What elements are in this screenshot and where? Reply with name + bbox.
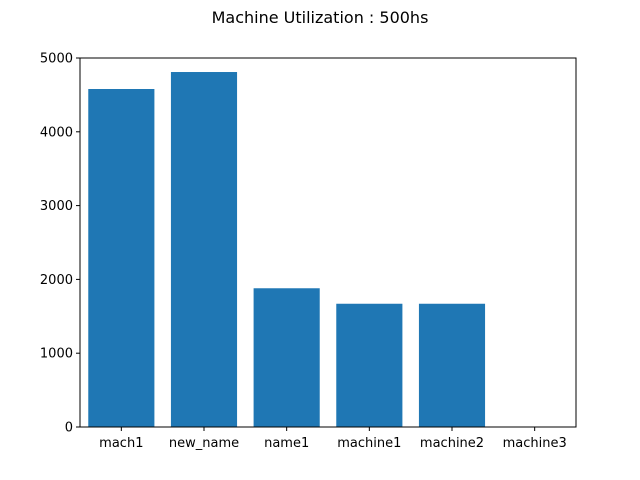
axes-layer: mach1 new_name name1 machine1 machine2 machin… [40, 52, 577, 451]
bar-new_name [170, 72, 238, 428]
plot-frame [79, 57, 577, 428]
bar-mach1 [88, 89, 155, 427]
x-tick-label-name1: name1 [264, 436, 309, 451]
x-tick-label-machine2: machine2 [420, 436, 484, 451]
bars-layer [88, 72, 486, 428]
bar-machine2 [418, 303, 486, 427]
bar-machine1 [336, 303, 403, 427]
x-tick-label-new_name: new_name [169, 436, 239, 451]
y-tick-label: 5000 [40, 52, 73, 67]
chart-title: Machine Utilization : 500hs [212, 8, 429, 27]
bar-name1 [253, 288, 320, 427]
y-tick-label: 2000 [40, 273, 73, 288]
y-tick-label: 1000 [40, 347, 73, 362]
y-tick-label: 4000 [40, 125, 73, 140]
x-tick-label-mach1: mach1 [99, 436, 143, 451]
x-tick-label-machine3: machine3 [503, 436, 567, 451]
x-tick-label-machine1: machine1 [337, 436, 401, 451]
y-tick-label: 3000 [40, 199, 73, 214]
y-tick-label: 0 [65, 421, 73, 436]
